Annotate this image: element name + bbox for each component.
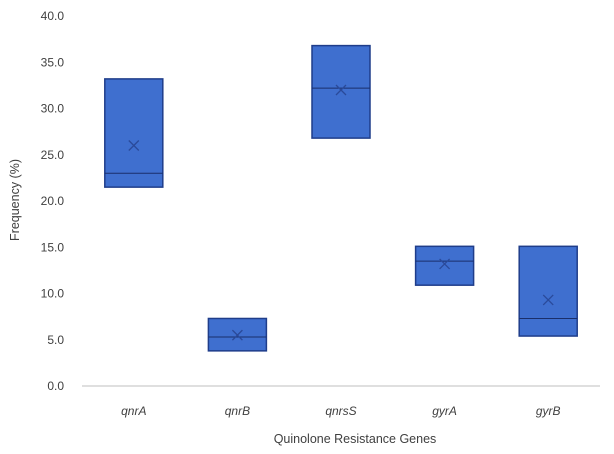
boxes-group — [104, 44, 578, 352]
category-label: qnrB — [225, 404, 250, 418]
box-iqr — [518, 245, 578, 337]
mean-marker — [439, 258, 451, 270]
y-tick-label: 40.0 — [41, 9, 65, 23]
y-tick-label: 30.0 — [41, 102, 65, 116]
box-qnrsS — [311, 44, 371, 139]
mean-marker — [335, 84, 347, 96]
box-gyrA — [414, 245, 475, 286]
y-tick-label: 25.0 — [41, 148, 65, 162]
box-gyrB — [518, 245, 578, 337]
mean-marker — [231, 329, 243, 341]
y-tick-label: 35.0 — [41, 55, 65, 69]
box-qnrB — [207, 317, 268, 352]
category-label: qnrA — [121, 404, 146, 418]
y-tick-label: 5.0 — [47, 333, 64, 347]
box-iqr — [311, 44, 371, 139]
y-tick-label: 10.0 — [41, 287, 65, 301]
category-label: qnrsS — [325, 404, 356, 418]
x-axis-category-labels: qnrA qnrB qnrsS gyrA gyrB — [121, 404, 560, 418]
category-label: gyrA — [432, 404, 457, 418]
mean-marker — [542, 294, 554, 306]
y-tick-label: 0.0 — [47, 379, 64, 393]
y-axis-title: Frequency (%) — [8, 159, 22, 241]
box-qnrA — [104, 78, 164, 188]
box-iqr — [104, 78, 164, 188]
category-label: gyrB — [536, 404, 561, 418]
mean-marker — [128, 140, 140, 151]
x-axis-title: Quinolone Resistance Genes — [274, 432, 437, 446]
box-iqr — [414, 245, 475, 286]
y-axis-ticks: 0.0 5.0 10.0 15.0 20.0 25.0 30.0 35.0 40.0 — [41, 9, 65, 393]
y-tick-label: 15.0 — [41, 240, 65, 254]
y-tick-label: 20.0 — [41, 194, 65, 208]
